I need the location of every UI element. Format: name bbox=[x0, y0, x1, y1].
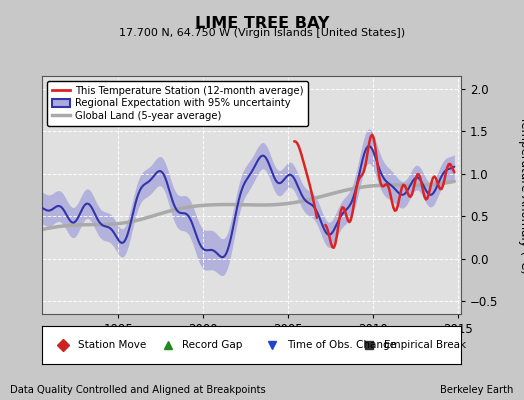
Text: LIME TREE BAY: LIME TREE BAY bbox=[195, 16, 329, 31]
Text: Data Quality Controlled and Aligned at Breakpoints: Data Quality Controlled and Aligned at B… bbox=[10, 385, 266, 395]
Legend: This Temperature Station (12-month average), Regional Expectation with 95% uncer: This Temperature Station (12-month avera… bbox=[47, 81, 309, 126]
Text: Time of Obs. Change: Time of Obs. Change bbox=[287, 340, 396, 350]
Text: 17.700 N, 64.750 W (Virgin Islands [United States]): 17.700 N, 64.750 W (Virgin Islands [Unit… bbox=[119, 28, 405, 38]
Text: Empirical Break: Empirical Break bbox=[384, 340, 466, 350]
Text: Record Gap: Record Gap bbox=[182, 340, 243, 350]
Y-axis label: Temperature Anomaly (°C): Temperature Anomaly (°C) bbox=[518, 116, 524, 274]
Text: Berkeley Earth: Berkeley Earth bbox=[440, 385, 514, 395]
Text: Station Move: Station Move bbox=[78, 340, 146, 350]
